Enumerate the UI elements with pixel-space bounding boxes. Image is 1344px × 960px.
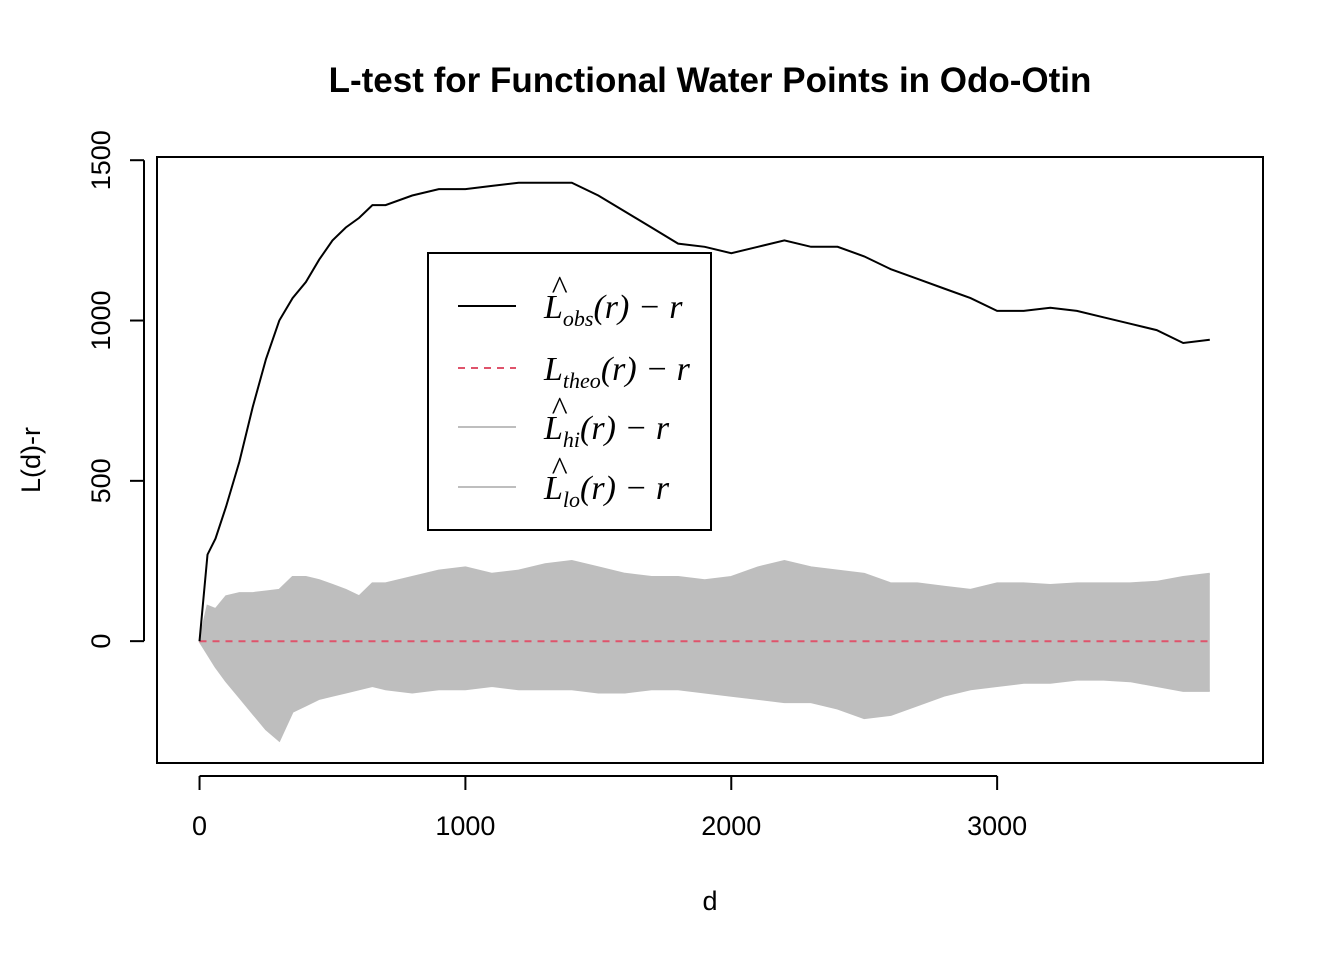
x-tick-label: 0 <box>192 811 207 841</box>
legend-box <box>427 252 712 531</box>
legend-item-lo: Llo(r) − r^ <box>458 451 670 512</box>
x-tick-label: 2000 <box>701 811 761 841</box>
legend-label: Llo(r) − r <box>543 470 670 512</box>
series-obs-line <box>198 181 1210 642</box>
y-tick-label: 0 <box>86 634 116 649</box>
y-axis: 0 500 1000 1500 <box>86 130 145 649</box>
legend-hat: ^ <box>551 270 568 307</box>
x-tick-label: 3000 <box>967 811 1027 841</box>
y-tick-label: 1500 <box>86 130 116 190</box>
plot-area <box>198 181 1210 743</box>
legend-hat: ^ <box>551 451 568 488</box>
legend-label: Ltheo(r) − r <box>543 351 691 393</box>
x-axis-label: d <box>702 886 717 916</box>
legend-item-theo: Ltheo(r) − r <box>458 351 691 393</box>
y-axis-label: L(d)-r <box>16 427 46 493</box>
chart-title: L-test for Functional Water Points in Od… <box>329 61 1092 100</box>
series-lo-line <box>198 640 1210 743</box>
x-axis: 0 1000 2000 3000 <box>192 775 1027 841</box>
y-tick-label: 1000 <box>86 290 116 350</box>
legend-label: Lhi(r) − r <box>543 410 670 452</box>
legend-hat: ^ <box>551 391 568 428</box>
legend-item-hi: Lhi(r) − r^ <box>458 391 670 452</box>
series-hi-line <box>198 559 1210 642</box>
legend-label: Lobs(r) − r <box>543 289 683 331</box>
x-tick-label: 1000 <box>435 811 495 841</box>
plot-frame <box>156 156 1264 764</box>
envelope-band <box>199 561 1210 741</box>
y-tick-label: 500 <box>86 458 116 503</box>
legend-item-obs: Lobs(r) − r^ <box>458 270 683 331</box>
